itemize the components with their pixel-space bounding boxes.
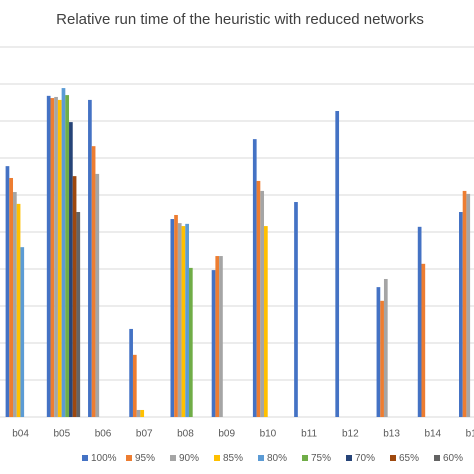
bar: [211, 270, 216, 417]
x-tick-label: b09: [218, 429, 235, 440]
x-tick-label: b05: [53, 429, 70, 440]
bar: [129, 328, 133, 417]
bar: [5, 166, 10, 417]
x-tick-label: b14: [424, 429, 441, 440]
legend-label: 95%: [135, 453, 155, 464]
x-tick-label: b11: [301, 429, 317, 440]
bar: [421, 263, 426, 417]
x-tick-label: b15: [466, 429, 474, 440]
bar: [9, 177, 14, 417]
bar: [294, 202, 298, 417]
x-tick-label: b04: [12, 429, 29, 440]
bar: [76, 212, 81, 417]
bar: [383, 278, 388, 417]
bar: [54, 96, 58, 417]
bar: [95, 173, 100, 417]
bar: [88, 99, 92, 417]
bar: [69, 122, 73, 418]
bar: [256, 180, 261, 417]
legend-swatch: [82, 455, 88, 461]
legend-swatch: [126, 455, 132, 461]
x-tick-label: b10: [260, 429, 277, 440]
x-tick-label: b13: [383, 429, 400, 440]
bar: [335, 111, 340, 417]
bar: [462, 190, 467, 417]
chart-title: Relative run time of the heuristic with …: [56, 11, 424, 28]
bar: [132, 354, 137, 417]
bar: [136, 409, 141, 417]
legend-label: 75%: [311, 453, 331, 464]
legend-label: 85%: [223, 453, 243, 464]
bar: [177, 223, 182, 417]
bar: [181, 226, 186, 417]
bar: [13, 192, 17, 417]
bar: [61, 88, 66, 417]
bar: [50, 98, 55, 417]
x-tick-label: b12: [342, 429, 359, 440]
bar: [466, 193, 471, 417]
legend-swatch: [302, 455, 308, 461]
bar: [252, 139, 257, 417]
legend-label: 90%: [179, 453, 199, 464]
legend-swatch: [214, 455, 220, 461]
bar: [170, 219, 175, 417]
bar: [376, 287, 381, 417]
x-tick-label: b06: [95, 429, 112, 440]
legend-swatch: [390, 455, 396, 461]
legend-swatch: [434, 455, 440, 461]
bar: [72, 176, 77, 417]
bar: [219, 256, 223, 417]
bar: [185, 223, 189, 417]
bar: [46, 95, 51, 417]
bar: [215, 256, 220, 417]
legend-swatch: [346, 455, 352, 461]
bar: [91, 146, 96, 417]
legend-label: 100%: [91, 453, 117, 464]
bar: [260, 190, 265, 417]
bar: [16, 203, 21, 417]
legend-label: 65%: [399, 453, 419, 464]
bar: [174, 214, 178, 417]
legend-label: 70%: [355, 453, 375, 464]
bar: [140, 409, 145, 417]
legend-label: 60%: [443, 453, 463, 464]
bar: [188, 267, 193, 417]
bar: [380, 300, 384, 417]
legend-swatch: [170, 455, 176, 461]
bar: [417, 226, 422, 417]
x-tick-label: b08: [177, 429, 194, 440]
x-tick-label: b07: [136, 429, 153, 440]
bar: [65, 95, 70, 417]
bar: [459, 212, 463, 417]
legend-swatch: [258, 455, 264, 461]
bar: [57, 99, 62, 417]
legend-label: 80%: [267, 453, 287, 464]
bar: [264, 226, 268, 417]
bar: [20, 247, 25, 417]
